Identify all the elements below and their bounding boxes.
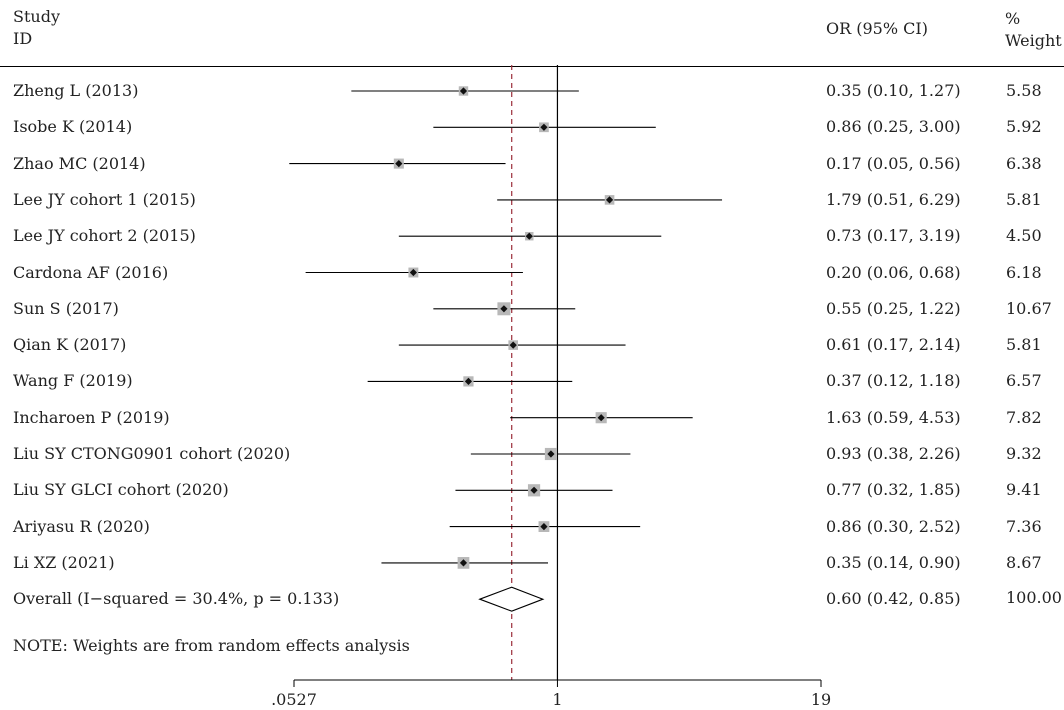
study-or-ci: 0.86 (0.30, 2.52) <box>826 516 961 536</box>
study-or-ci: 0.35 (0.10, 1.27) <box>826 81 961 100</box>
overall-or-ci: 0.60 (0.42, 0.85) <box>826 589 961 609</box>
study-weight: 4.50 <box>1006 226 1042 246</box>
study-or-ci: 0.55 (0.25, 1.22) <box>826 298 961 318</box>
study-or-ci: 0.86 (0.25, 3.00) <box>826 117 961 137</box>
study-label: Li XZ (2021) <box>13 552 115 572</box>
study-weight: 5.58 <box>1006 81 1042 100</box>
study-label: Liu SY GLCI cohort (2020) <box>13 480 229 500</box>
point-estimate-marker <box>597 414 605 422</box>
study-label: Isobe K (2014) <box>13 117 133 137</box>
study-label: Cardona AF (2016) <box>13 262 169 282</box>
weights-note: NOTE: Weights are from random effects an… <box>13 636 410 655</box>
point-estimate-marker <box>459 559 468 567</box>
study-weight: 5.92 <box>1006 117 1042 137</box>
overall-diamond <box>478 586 545 612</box>
or-ci-header: OR (95% CI) <box>826 19 928 38</box>
id-header: ID <box>13 29 33 48</box>
study-weight: 8.67 <box>1006 552 1042 572</box>
point-estimate-marker <box>464 377 473 385</box>
point-estimate-marker <box>547 450 555 458</box>
study-label: Lee JY cohort 1 (2015) <box>13 189 196 209</box>
study-or-ci: 0.77 (0.32, 1.85) <box>826 480 961 500</box>
study-label: Liu SY CTONG0901 cohort (2020) <box>13 444 291 463</box>
point-estimate-marker <box>395 160 403 168</box>
study-label: Ariyasu R (2020) <box>13 516 150 536</box>
point-estimate-marker <box>509 341 517 349</box>
study-label: Wang F (2019) <box>13 371 133 391</box>
study-label: Incharoen P (2019) <box>13 407 170 427</box>
study-or-ci: 0.37 (0.12, 1.18) <box>826 371 961 391</box>
point-estimate-marker <box>530 486 538 494</box>
study-weight: 10.67 <box>1006 298 1052 318</box>
point-estimate-marker <box>459 87 468 95</box>
study-or-ci: 0.17 (0.05, 0.56) <box>826 153 961 173</box>
study-weight: 6.18 <box>1006 262 1042 282</box>
point-estimate-marker <box>525 232 533 240</box>
study-or-ci: 1.63 (0.59, 4.53) <box>826 407 961 427</box>
study-label: Zheng L (2013) <box>13 81 139 100</box>
study-or-ci: 0.20 (0.06, 0.68) <box>826 262 961 282</box>
study-or-ci: 0.61 (0.17, 2.14) <box>826 335 961 355</box>
overall-label: Overall (I−squared = 30.4%, p = 0.133) <box>13 589 340 609</box>
study-label: Sun S (2017) <box>13 298 119 318</box>
point-estimate-marker <box>540 523 548 531</box>
study-weight: 7.36 <box>1006 516 1042 536</box>
x-tick-label-2: 19 <box>811 690 831 709</box>
study-label: Lee JY cohort 2 (2015) <box>13 226 196 246</box>
study-weight: 5.81 <box>1006 335 1042 355</box>
study-or-ci: 0.73 (0.17, 3.19) <box>826 226 961 246</box>
study-weight: 7.82 <box>1006 407 1042 427</box>
study-or-ci: 1.79 (0.51, 6.29) <box>826 189 961 209</box>
x-tick-label-1: 1 <box>552 690 562 709</box>
study-weight: 9.41 <box>1006 480 1042 500</box>
point-estimate-marker <box>500 305 508 313</box>
weight-header: Weight <box>1005 31 1062 50</box>
x-tick-label-0: .0527 <box>271 690 317 709</box>
study-or-ci: 0.93 (0.38, 2.26) <box>826 444 961 463</box>
study-weight: 6.38 <box>1006 153 1042 173</box>
study-weight: 5.81 <box>1006 189 1042 209</box>
weight-header-percent: % <box>1005 9 1021 28</box>
study-header: Study <box>13 7 60 26</box>
study-or-ci: 0.35 (0.14, 0.90) <box>826 552 961 572</box>
overall-weight: 100.00 <box>1006 588 1062 608</box>
study-weight: 6.57 <box>1006 371 1042 391</box>
study-label: Zhao MC (2014) <box>13 153 146 173</box>
point-estimate-marker <box>409 268 417 277</box>
point-estimate-marker <box>540 123 548 131</box>
point-estimate-marker <box>605 196 614 204</box>
study-label: Qian K (2017) <box>13 335 127 355</box>
study-weight: 9.32 <box>1006 444 1042 463</box>
